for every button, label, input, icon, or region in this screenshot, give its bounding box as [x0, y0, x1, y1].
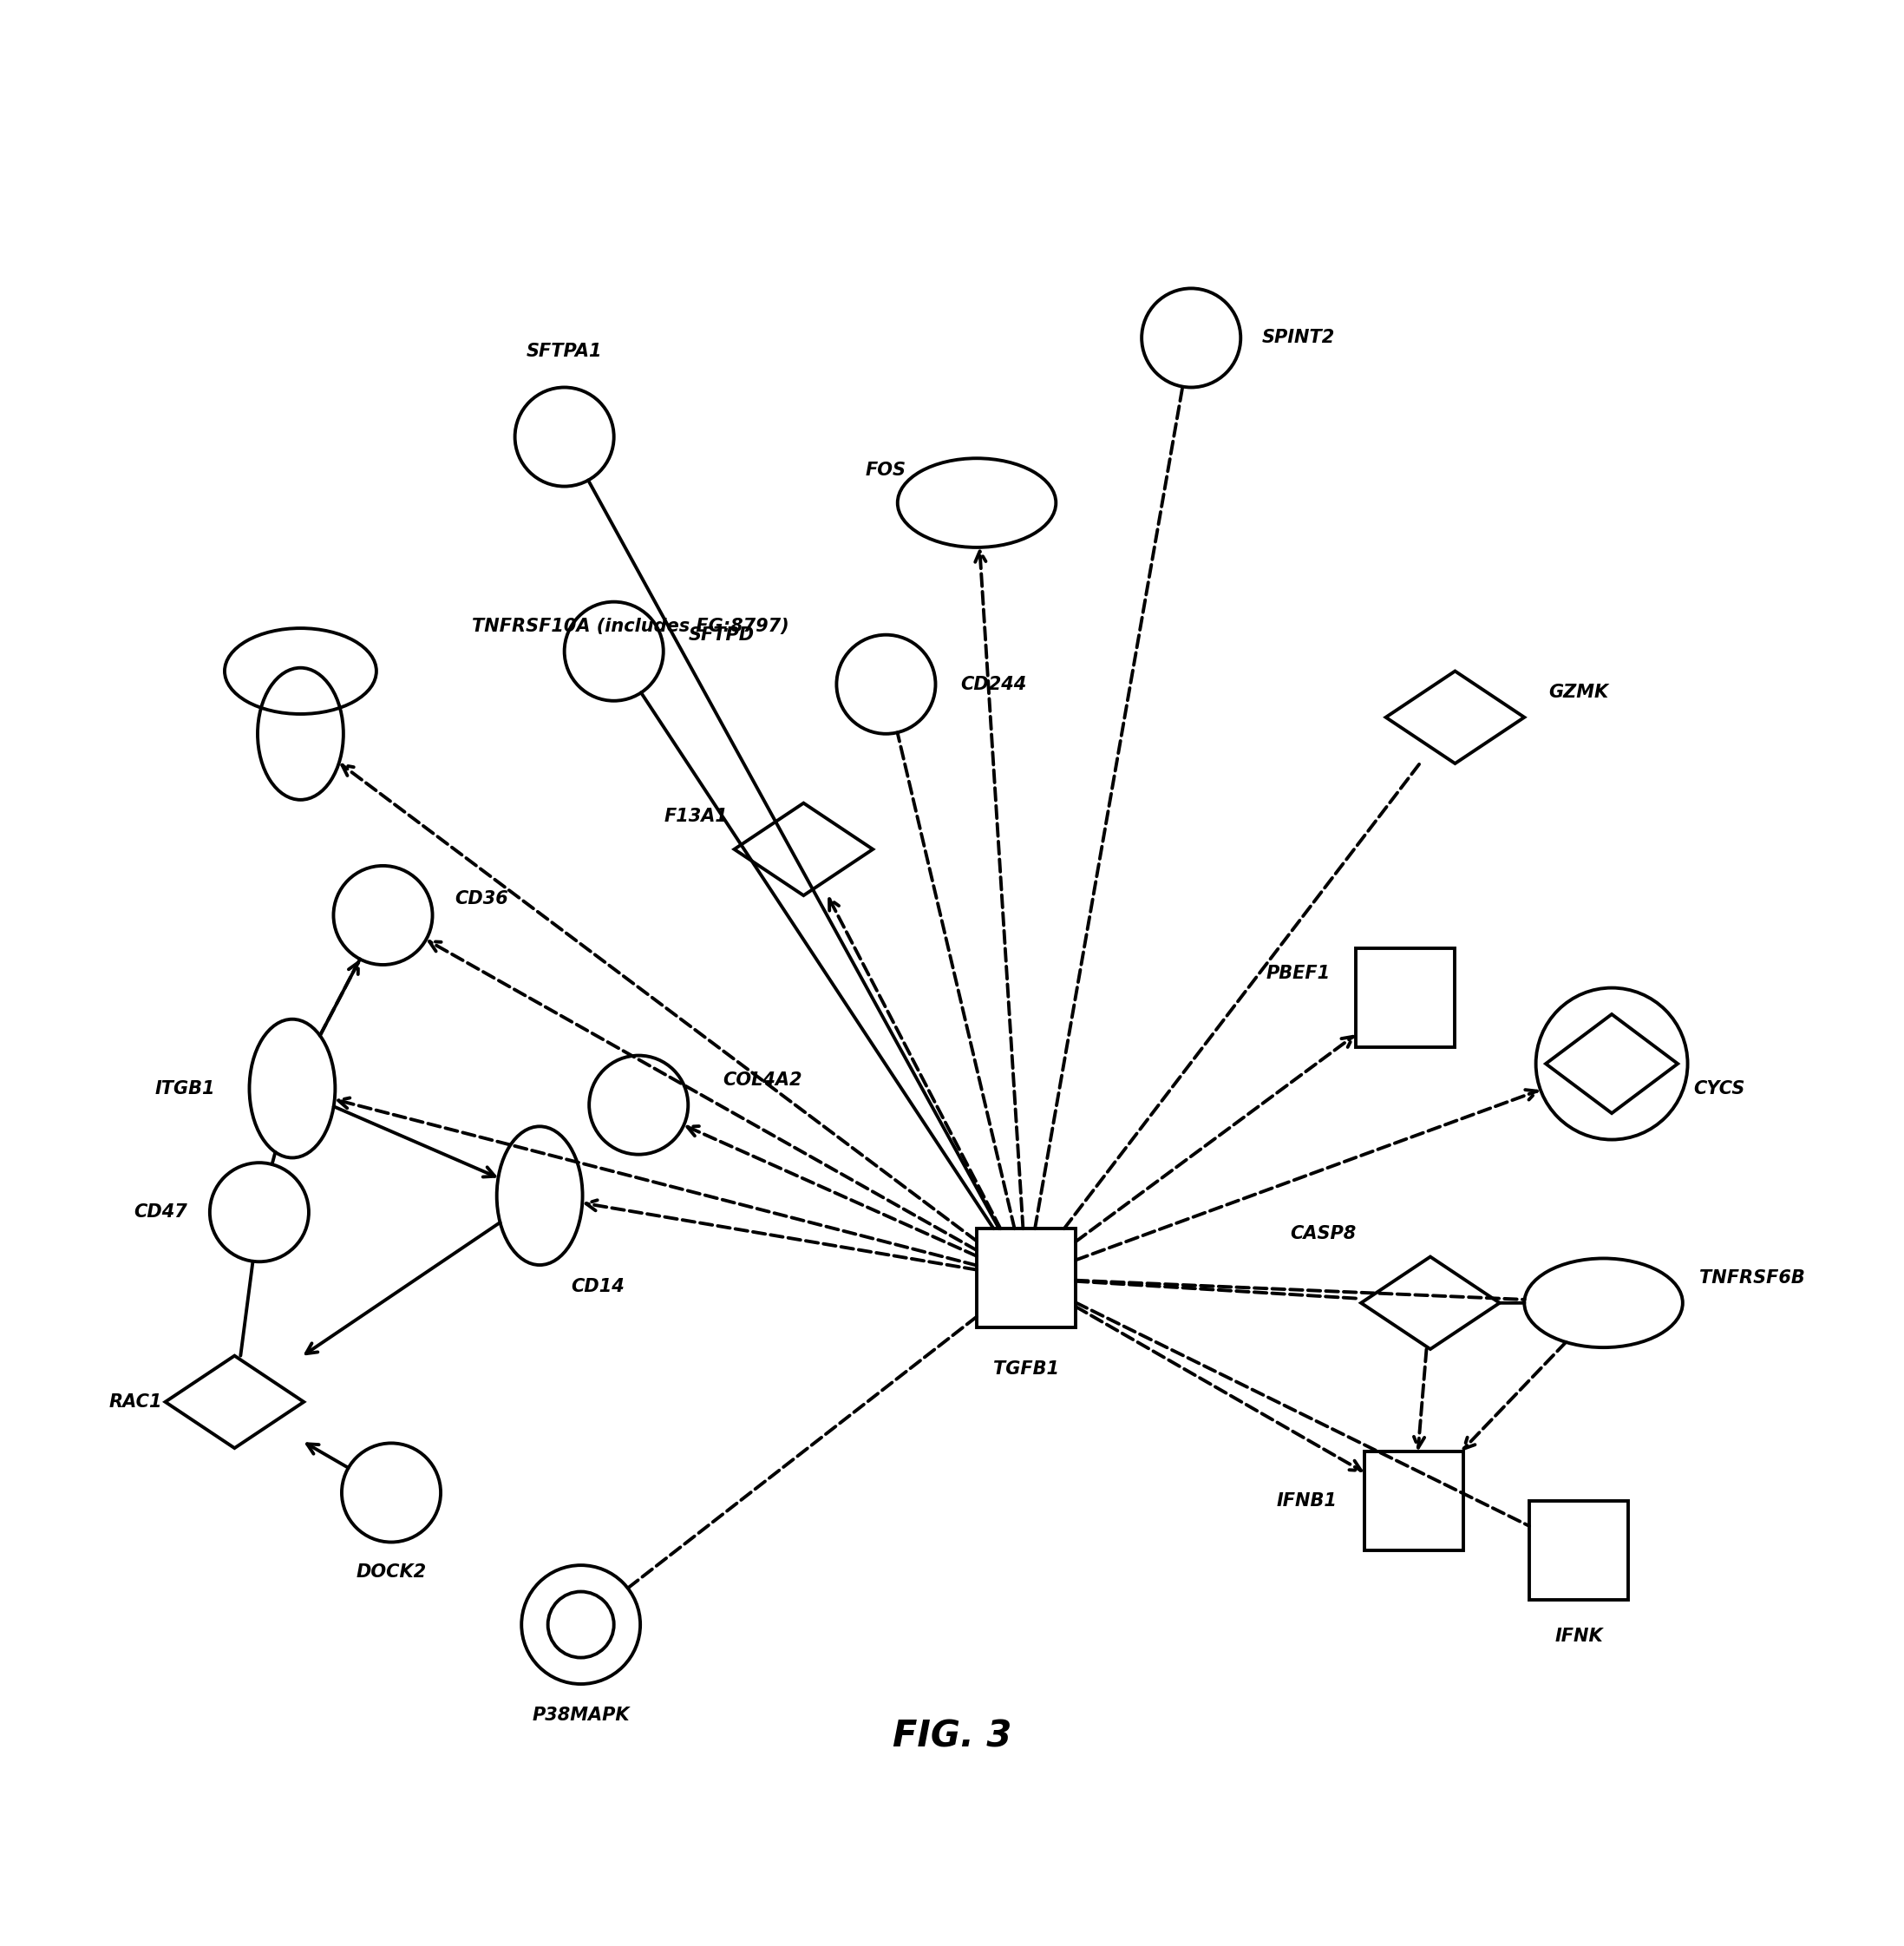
Text: SFTPA1: SFTPA1	[526, 342, 602, 360]
Text: RAC1: RAC1	[109, 1393, 162, 1411]
Text: GZMK: GZMK	[1548, 683, 1609, 701]
Text: DOCK2: DOCK2	[356, 1563, 426, 1580]
Text: CASP8: CASP8	[1291, 1224, 1356, 1242]
Text: P38MAPK: P38MAPK	[531, 1707, 630, 1724]
Text: ITGB1: ITGB1	[154, 1080, 215, 1098]
Text: TGFB1: TGFB1	[994, 1360, 1059, 1378]
Text: IFNK: IFNK	[1556, 1627, 1603, 1644]
Text: COL4A2: COL4A2	[724, 1072, 802, 1090]
Text: TNFRSF10A (includes EG:8797): TNFRSF10A (includes EG:8797)	[472, 619, 788, 634]
Text: CYCS: CYCS	[1693, 1080, 1744, 1098]
Text: PBEF1: PBEF1	[1266, 965, 1331, 981]
Text: FOS: FOS	[866, 461, 906, 479]
Text: F13A1: F13A1	[664, 808, 729, 825]
Text: TNFRSF6B: TNFRSF6B	[1698, 1269, 1805, 1286]
Text: CD244: CD244	[960, 675, 1026, 693]
Polygon shape	[1546, 1014, 1677, 1113]
Text: SPINT2: SPINT2	[1262, 329, 1335, 346]
Text: IFNB1: IFNB1	[1276, 1493, 1337, 1510]
Text: SFTPD: SFTPD	[687, 627, 754, 644]
Text: CD14: CD14	[571, 1279, 625, 1296]
Text: CD47: CD47	[133, 1203, 187, 1220]
Text: FIG. 3: FIG. 3	[893, 1718, 1011, 1755]
Text: CD36: CD36	[455, 889, 508, 907]
